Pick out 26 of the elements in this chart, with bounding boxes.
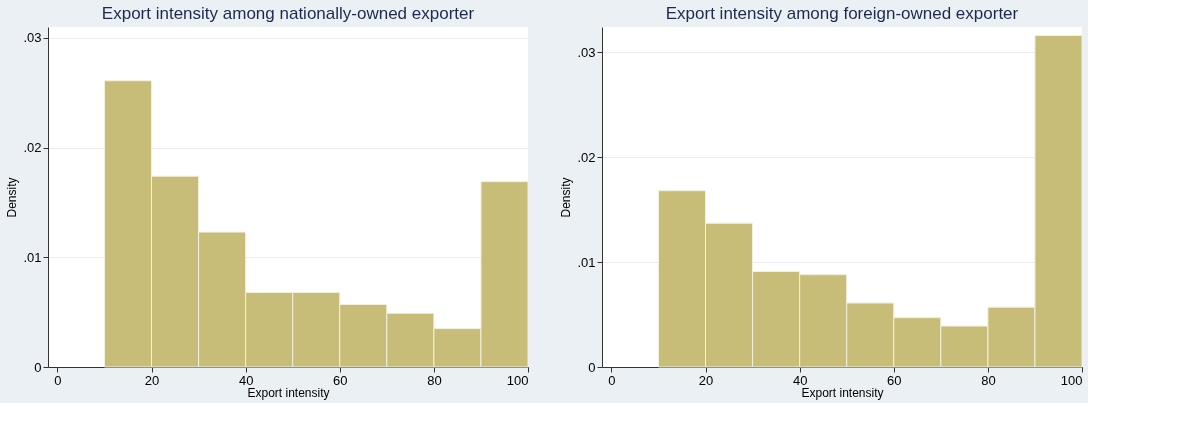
chart-title: Export intensity among foreign-owned exporter bbox=[665, 4, 1019, 23]
y-tick-label: .03 bbox=[577, 44, 596, 60]
y-tick-label: .01 bbox=[23, 249, 42, 265]
x-tick-label: 0 bbox=[54, 372, 62, 388]
x-tick-label: 40 bbox=[238, 372, 254, 388]
x-tick-label: 80 bbox=[981, 372, 996, 388]
x-tick-label: 100 bbox=[1060, 372, 1083, 388]
y-tick-label: .02 bbox=[577, 149, 596, 165]
x-tick-label: 20 bbox=[698, 372, 714, 388]
y-tick-label: .03 bbox=[23, 30, 42, 46]
x-tick-label: 80 bbox=[427, 372, 442, 388]
y-axis-title: Density bbox=[5, 177, 20, 218]
x-tick-label: 40 bbox=[792, 372, 808, 388]
y-tick-label: 0 bbox=[588, 359, 596, 375]
chart-title: Export intensity among nationally-owned exporter bbox=[101, 4, 475, 23]
x-tick-label: 100 bbox=[506, 372, 529, 388]
x-tick-label: 60 bbox=[887, 372, 902, 388]
y-tick-label: .01 bbox=[577, 254, 596, 270]
y-tick-label: 0 bbox=[34, 359, 42, 375]
x-tick-label: 0 bbox=[608, 372, 616, 388]
x-axis-title: Export intensity bbox=[247, 385, 330, 400]
y-axis-title: Density bbox=[559, 177, 574, 218]
x-tick-label: 20 bbox=[144, 372, 160, 388]
x-tick-label: 60 bbox=[333, 372, 348, 388]
y-tick-label: .02 bbox=[23, 140, 42, 156]
x-axis-title: Export intensity bbox=[801, 385, 884, 400]
